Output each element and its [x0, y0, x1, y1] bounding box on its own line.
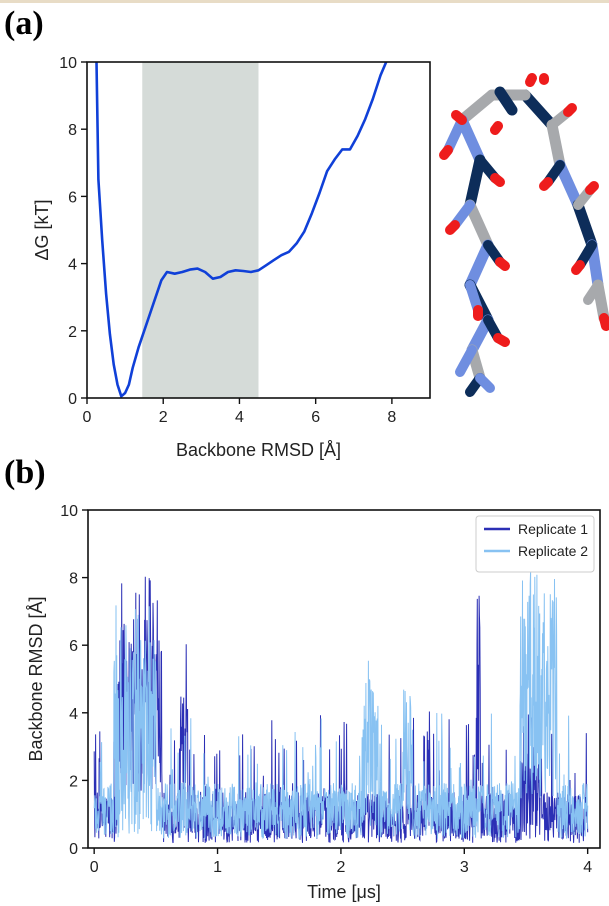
y-tick-label: 0: [68, 391, 77, 408]
bond-stick: [519, 89, 558, 131]
y-tick-label: 4: [68, 257, 77, 274]
y-tick-label: 6: [68, 189, 77, 206]
x-tick-label: 6: [311, 409, 320, 426]
y-tick-label: 2: [69, 773, 78, 790]
panel-a-x-axis-label: Backbone RMSD [Å]: [176, 440, 341, 460]
bond-stick: [493, 333, 510, 347]
bond-stick: [583, 280, 603, 305]
bond-stick: [445, 220, 460, 235]
panel-b-rmsd-traces: [93, 571, 589, 844]
panel-label-b: (b): [4, 454, 46, 491]
bond-stick: [490, 173, 505, 187]
bond-stick: [585, 181, 599, 195]
y-tick-label: 2: [68, 324, 77, 341]
x-tick-label: 2: [159, 409, 168, 426]
y-tick-label: 4: [69, 706, 78, 723]
y-tick-label: 8: [68, 122, 77, 139]
panel-b-frame: [87, 509, 601, 849]
bond-stick: [525, 73, 537, 87]
x-tick-label: 8: [387, 409, 396, 426]
panel-b-legend: Replicate 1 Replicate 2: [475, 515, 595, 573]
panel-a-free-energy-curve: [95, 61, 388, 398]
bond-stick: [464, 154, 486, 211]
bond-stick: [455, 345, 477, 377]
y-tick-label: 10: [59, 55, 77, 72]
bond-stick: [495, 257, 510, 271]
x-tick-label: 4: [235, 409, 244, 426]
legend-label-replicate-1: Replicate 1: [518, 521, 588, 537]
free-energy-line: [95, 61, 388, 398]
bond-stick: [456, 114, 486, 166]
y-tick-label: 6: [69, 638, 78, 655]
shaded-region-rect: [142, 62, 259, 398]
x-tick-label: 3: [460, 859, 469, 876]
rmsd-trace-2: [93, 571, 589, 840]
bond-stick: [494, 86, 518, 116]
peptide-structure-image: [439, 73, 609, 397]
x-tick-label: 0: [83, 409, 92, 426]
panel-a-shaded-region: [142, 62, 259, 398]
bond-stick: [563, 103, 577, 117]
bond-stick: [439, 145, 453, 160]
legend-label-replicate-2: Replicate 2: [518, 543, 588, 559]
top-border-strip: [0, 0, 609, 3]
bond-stick: [456, 89, 498, 126]
bond-stick: [554, 159, 584, 211]
bond-stick: [572, 199, 598, 251]
bond-stick: [464, 199, 494, 251]
x-tick-label: 4: [583, 859, 592, 876]
bond-stick: [443, 115, 467, 155]
panel-a-frame: [86, 61, 431, 399]
panel-b-y-axis-label: Backbone RMSD [Å]: [26, 596, 46, 761]
bond-stick: [539, 177, 553, 191]
bond-stick: [490, 121, 503, 135]
panel-a-y-axis-label: ΔG [kT]: [32, 199, 52, 260]
bond-stick: [599, 313, 609, 331]
panel-label-a: (a): [4, 5, 44, 42]
y-tick-label: 8: [69, 571, 78, 588]
bond-stick: [451, 110, 467, 125]
bond-stick: [475, 373, 495, 393]
x-tick-label: 0: [90, 859, 99, 876]
panel-b-x-axis-label: Time [μs]: [307, 882, 381, 902]
x-tick-label: 1: [213, 859, 222, 876]
x-tick-label: 2: [336, 859, 345, 876]
bond-stick: [464, 239, 494, 291]
panel-a-axes: 0 2 4 6 8 0 2 4 6 8 10: [59, 55, 431, 426]
panel-b-axes: 0 1 2 3 4 0 2 4 6 8 10: [60, 503, 601, 876]
y-tick-label: 0: [69, 841, 78, 858]
bond-stick: [571, 260, 585, 275]
y-tick-label: 10: [60, 503, 78, 520]
bond-stick: [546, 119, 566, 171]
